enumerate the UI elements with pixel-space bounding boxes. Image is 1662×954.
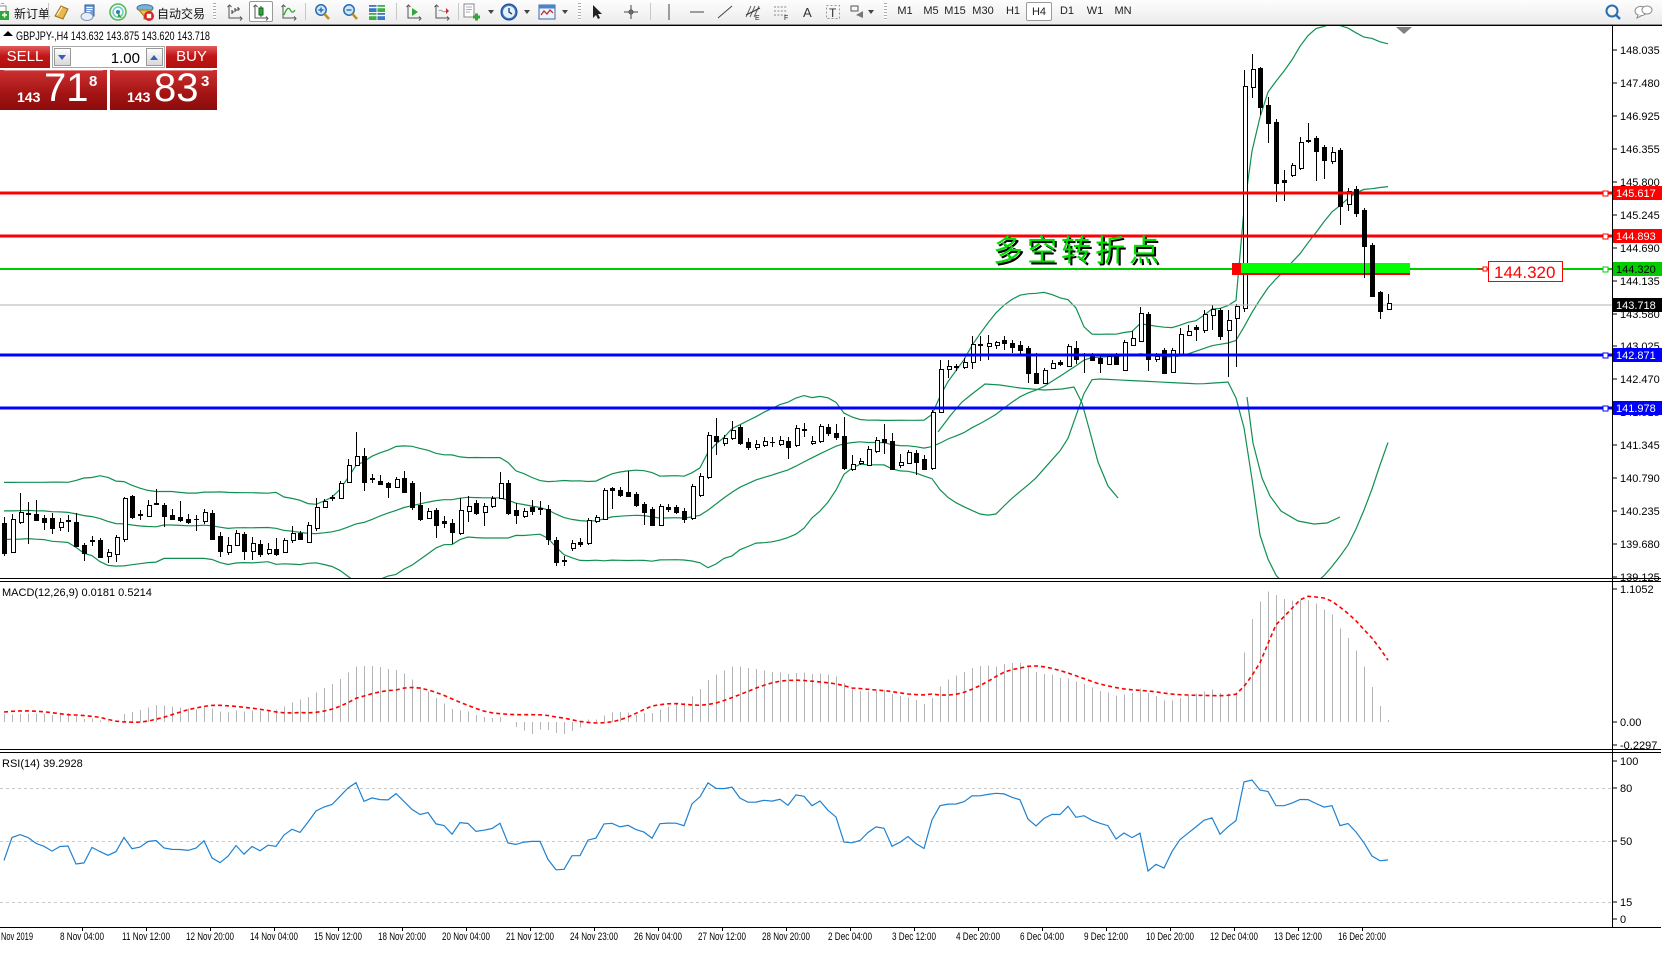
svg-text:15 Nov 12:00: 15 Nov 12:00 xyxy=(314,931,362,943)
svg-text:144.893: 144.893 xyxy=(1616,231,1656,243)
svg-text:0.00: 0.00 xyxy=(1620,717,1641,729)
svg-text:139.125: 139.125 xyxy=(1620,572,1660,584)
svg-text:0: 0 xyxy=(1620,914,1626,926)
svg-text:140.235: 140.235 xyxy=(1620,506,1660,518)
svg-text:12 Dec 04:00: 12 Dec 04:00 xyxy=(1210,931,1258,943)
svg-text:20 Nov 04:00: 20 Nov 04:00 xyxy=(442,931,490,943)
svg-text:14 Nov 04:00: 14 Nov 04:00 xyxy=(250,931,298,943)
svg-text:144.135: 144.135 xyxy=(1620,276,1660,288)
svg-text:MACD(12,26,9) 0.0181 0.5214: MACD(12,26,9) 0.0181 0.5214 xyxy=(2,587,152,599)
svg-text:13 Dec 12:00: 13 Dec 12:00 xyxy=(1274,931,1322,943)
svg-text:141.978: 141.978 xyxy=(1616,403,1656,415)
svg-text:141.345: 141.345 xyxy=(1620,440,1660,452)
svg-text:18 Nov 20:00: 18 Nov 20:00 xyxy=(378,931,426,943)
svg-text:24 Nov 23:00: 24 Nov 23:00 xyxy=(570,931,618,943)
svg-text:RSI(14) 39.2928: RSI(14) 39.2928 xyxy=(2,758,83,770)
svg-text:145.245: 145.245 xyxy=(1620,210,1660,222)
svg-text:1.1052: 1.1052 xyxy=(1620,584,1654,596)
svg-text:A: A xyxy=(803,5,812,20)
svg-text:-0.2297: -0.2297 xyxy=(1620,740,1657,752)
svg-text:147.480: 147.480 xyxy=(1620,78,1660,90)
svg-text:50: 50 xyxy=(1620,836,1632,848)
svg-text:140.790: 140.790 xyxy=(1620,473,1660,485)
svg-text:F: F xyxy=(784,15,788,22)
svg-text:21 Nov 12:00: 21 Nov 12:00 xyxy=(506,931,554,943)
svg-text:142.470: 142.470 xyxy=(1620,374,1660,386)
svg-text:146.355: 146.355 xyxy=(1620,144,1660,156)
svg-text:142.871: 142.871 xyxy=(1616,350,1656,362)
svg-text:144.690: 144.690 xyxy=(1620,243,1660,255)
svg-text:145.617: 145.617 xyxy=(1616,188,1656,200)
svg-text:11 Nov 12:00: 11 Nov 12:00 xyxy=(122,931,170,943)
svg-text:3 Dec 12:00: 3 Dec 12:00 xyxy=(892,931,936,943)
svg-text:139.680: 139.680 xyxy=(1620,539,1660,551)
svg-text:6 Dec 04:00: 6 Dec 04:00 xyxy=(1020,931,1064,943)
svg-text:9 Dec 12:00: 9 Dec 12:00 xyxy=(1084,931,1128,943)
svg-text:GBPJPY-,H4 143.632 143.875 14: GBPJPY-,H4 143.632 143.875 143.620 143.7… xyxy=(16,29,210,43)
svg-text:144.320: 144.320 xyxy=(1616,264,1656,276)
svg-text:Nov 2019: Nov 2019 xyxy=(1,931,33,943)
svg-text:多空转折点: 多空转折点 xyxy=(993,235,1163,268)
svg-text:10 Dec 20:00: 10 Dec 20:00 xyxy=(1146,931,1194,943)
svg-text:100: 100 xyxy=(1620,756,1638,768)
svg-text:2 Dec 04:00: 2 Dec 04:00 xyxy=(828,931,872,943)
svg-text:T: T xyxy=(829,6,837,20)
svg-text:27 Nov 12:00: 27 Nov 12:00 xyxy=(698,931,746,943)
svg-text:12 Nov 20:00: 12 Nov 20:00 xyxy=(186,931,234,943)
svg-text:26 Nov 04:00: 26 Nov 04:00 xyxy=(634,931,682,943)
svg-text:146.925: 146.925 xyxy=(1620,111,1660,123)
svg-text:148.035: 148.035 xyxy=(1620,45,1660,57)
svg-text:16 Dec 20:00: 16 Dec 20:00 xyxy=(1338,931,1386,943)
svg-text:144.320: 144.320 xyxy=(1494,263,1555,282)
svg-text:4 Dec 20:00: 4 Dec 20:00 xyxy=(956,931,1000,943)
svg-text:28 Nov 20:00: 28 Nov 20:00 xyxy=(762,931,810,943)
svg-text:8 Nov 04:00: 8 Nov 04:00 xyxy=(60,931,104,943)
svg-text:E: E xyxy=(755,15,760,22)
svg-text:15: 15 xyxy=(1620,897,1632,909)
svg-text:143.718: 143.718 xyxy=(1616,300,1656,312)
svg-text:80: 80 xyxy=(1620,783,1632,795)
